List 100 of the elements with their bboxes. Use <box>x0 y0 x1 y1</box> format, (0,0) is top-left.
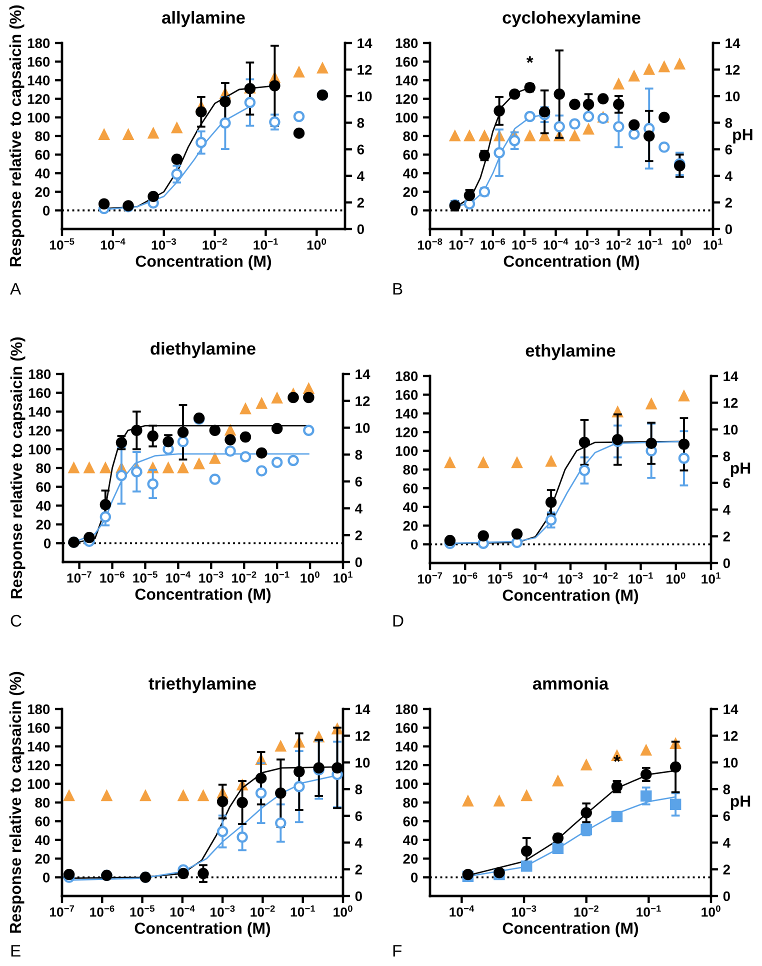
y2-tick-label: 8 <box>723 784 730 794</box>
x-tick-label: 10$^{−2}$ <box>574 905 598 917</box>
y-tick-label: 20 <box>35 854 50 864</box>
x-tick-label: 10$^{−1}$ <box>265 571 290 583</box>
y2-tick-label: 6 <box>725 144 732 154</box>
y2-tick-label: 12 <box>726 64 740 75</box>
y-tick-label: 60 <box>403 150 418 160</box>
y2-tick-label: 10 <box>358 91 372 102</box>
x-tick-label: 10$^{−2}$ <box>594 572 618 584</box>
y-tick-label: 160 <box>396 390 418 400</box>
y2-tick-label: 0 <box>355 557 362 568</box>
x-tick-label: 10$^{−1}$ <box>254 238 278 250</box>
y-tick-label: 120 <box>396 94 418 104</box>
x-tick-label: 10$^{−2}$ <box>606 238 631 250</box>
y2-axis-title: pH <box>733 129 752 144</box>
y2-tick-label: 8 <box>355 450 362 460</box>
y-tick-label: 120 <box>28 94 50 104</box>
x-tick-label: 10$^{−4}$ <box>166 571 191 583</box>
y-tick-label: 80 <box>35 131 50 142</box>
x-tick-label: 10$^{−4}$ <box>544 238 568 250</box>
x-tick-label: 10$^{−5}$ <box>130 905 154 917</box>
y-tick-label: 0 <box>411 206 418 216</box>
y-tick-label: 0 <box>44 538 51 548</box>
y2-tick-label: 8 <box>355 784 362 794</box>
x-tick-label: 10$^{−3}$ <box>199 571 224 583</box>
chart-title: cyclohexylamine <box>502 10 640 28</box>
y2-tick-label: 14 <box>724 371 738 382</box>
text: F <box>393 945 402 957</box>
y-tick-label: 40 <box>402 502 418 512</box>
x-axis-title: Concentration (M) <box>502 589 638 604</box>
y-tick-label: 40 <box>402 835 418 846</box>
y2-tick-label: 10 <box>724 758 738 768</box>
x-tick-label: 10$^{−4}$ <box>170 905 195 917</box>
y-tick-label: 140 <box>28 742 50 752</box>
y-tick-label: 100 <box>396 446 418 456</box>
x-tick-label: 10$^{−6}$ <box>453 572 478 584</box>
x-tick-label: 10$^{−6}$ <box>480 238 506 250</box>
y-tick-label: 60 <box>35 150 50 160</box>
x-tick-label: 10$^{−2}$ <box>232 571 256 583</box>
y2-tick-label: 0 <box>355 891 362 902</box>
x-tick-label: 10$^{−5}$ <box>133 571 158 583</box>
y-tick-label: 40 <box>34 835 50 846</box>
chart-title: triethylamine <box>148 676 256 694</box>
x-axis-title: Concentration (M) <box>134 922 270 938</box>
y-tick-label: 100 <box>28 112 50 123</box>
y2-tick-label: 12 <box>356 396 370 406</box>
x-tick-label: 10$^{−7}$ <box>418 572 442 584</box>
x-tick-label: 10$^{−5}$ <box>50 238 74 250</box>
x-tick-label: 10$^{1}$ <box>704 238 723 250</box>
y-tick-label: 120 <box>28 760 50 770</box>
y-tick-label: 20 <box>403 187 418 197</box>
x-tick-label: 10$^{−1}$ <box>638 238 662 250</box>
x-tick-label: 10$^{−4}$ <box>450 905 474 917</box>
x-tick-label: 10$^{0}$ <box>672 238 691 250</box>
y2-tick-label: 14 <box>724 704 738 714</box>
y2-tick-label: 4 <box>723 838 730 848</box>
y2-tick-label: 12 <box>724 398 738 408</box>
y-tick-label: 160 <box>396 723 418 733</box>
y2-tick-label: 2 <box>725 198 732 208</box>
text: D <box>393 615 404 627</box>
y-tick-label: 100 <box>396 112 418 123</box>
y2-tick-label: 12 <box>724 731 738 741</box>
y-tick-label: 0 <box>411 872 418 882</box>
y2-tick-label: 4 <box>355 504 362 514</box>
y2-tick-label: 12 <box>356 731 370 741</box>
y-tick-label: 0 <box>411 540 418 550</box>
y2-tick-label: 6 <box>355 811 362 822</box>
y-tick-label: 20 <box>35 187 50 197</box>
y2-tick-label: 14 <box>726 38 740 48</box>
x-axis-title: Concentration (M) <box>135 588 271 604</box>
x-tick-label: 10$^{−5}$ <box>488 572 512 584</box>
y2-tick-label: 2 <box>355 530 362 540</box>
annotation: * <box>614 755 620 762</box>
y-tick-label: 40 <box>402 168 418 178</box>
y2-tick-label: 8 <box>357 118 364 128</box>
y2-tick-label: 14 <box>356 369 370 380</box>
y-axis-title: Response relative to capsaicin (%) <box>9 672 24 933</box>
y-tick-label: 20 <box>36 520 51 530</box>
y-tick-label: 120 <box>396 427 418 438</box>
x-tick-label: 10$^{−3}$ <box>575 238 600 250</box>
y-tick-label: 180 <box>28 369 51 380</box>
x-axis-title: Concentration (M) <box>502 922 638 938</box>
x-tick-label: 10$^{0}$ <box>334 905 352 917</box>
y2-tick-label: 8 <box>723 451 730 462</box>
y-tick-label: 100 <box>396 779 418 789</box>
y-tick-label: 80 <box>403 131 418 142</box>
x-tick-label: 10$^{−6}$ <box>90 905 114 917</box>
y2-tick-label: 4 <box>723 505 730 515</box>
y-axis-title: Response relative to capsaicin (%) <box>9 5 24 266</box>
y2-tick-label: 10 <box>724 424 738 435</box>
x-tick-label: 10$^{0}$ <box>666 572 686 584</box>
y2-tick-label: 6 <box>723 811 730 822</box>
y-tick-label: 140 <box>396 742 418 752</box>
y2-tick-label: 4 <box>725 171 732 181</box>
x-tick-label: 10$^{−3}$ <box>512 905 536 917</box>
chart-title: diethylamine <box>150 342 256 358</box>
text: C <box>10 614 22 627</box>
y2-tick-label: 6 <box>355 476 362 487</box>
x-tick-label: 10$^{1}$ <box>702 572 721 584</box>
x-tick-label: 10$^{−1}$ <box>628 572 653 584</box>
